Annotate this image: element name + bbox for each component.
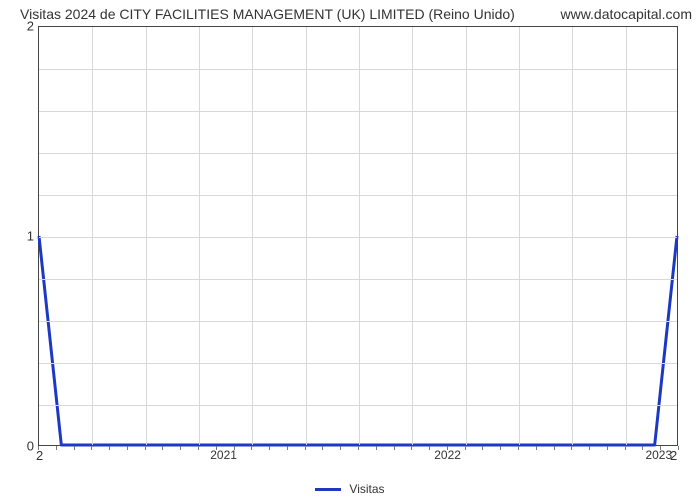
xtick-minor xyxy=(518,446,519,450)
xtick-label: 2021 xyxy=(210,448,237,462)
gridline-v xyxy=(626,27,627,445)
ytick-label: 0 xyxy=(4,439,34,454)
xtick-minor xyxy=(376,446,377,450)
xtick-minor xyxy=(322,446,323,450)
gridline-h xyxy=(39,321,677,322)
gridline-h xyxy=(39,237,677,238)
gridline-v xyxy=(252,27,253,445)
xtick-minor xyxy=(660,446,661,450)
gridline-h xyxy=(39,279,677,280)
legend: Visitas xyxy=(0,482,700,496)
xtick-minor xyxy=(429,446,430,450)
ytick-label: 1 xyxy=(4,229,34,244)
xtick-minor xyxy=(145,446,146,450)
plot-area xyxy=(38,26,678,446)
gridline-v xyxy=(146,27,147,445)
xtick-minor xyxy=(251,446,252,450)
gridline-v xyxy=(572,27,573,445)
xtick-minor xyxy=(482,446,483,450)
xtick-minor xyxy=(162,446,163,450)
xtick-minor xyxy=(536,446,537,450)
xtick-minor xyxy=(127,446,128,450)
watermark: www.datocapital.com xyxy=(560,6,692,22)
xtick-minor xyxy=(465,446,466,450)
xtick-minor xyxy=(571,446,572,450)
gridline-h xyxy=(39,405,677,406)
xtick-minor xyxy=(607,446,608,450)
xtick-minor xyxy=(74,446,75,450)
gridline-h xyxy=(39,153,677,154)
xtick-minor xyxy=(642,446,643,450)
gridline-v xyxy=(466,27,467,445)
gridline-v xyxy=(519,27,520,445)
x-edge-right: 2 xyxy=(670,448,677,463)
xtick-minor xyxy=(500,446,501,450)
xtick-label: 2023 xyxy=(645,448,672,462)
gridline-v xyxy=(199,27,200,445)
xtick-minor xyxy=(198,446,199,450)
xtick-minor xyxy=(269,446,270,450)
legend-swatch xyxy=(315,488,341,491)
series-line xyxy=(39,236,677,445)
xtick-minor xyxy=(180,446,181,450)
xtick-minor xyxy=(589,446,590,450)
xtick-minor xyxy=(678,446,679,450)
xtick-minor xyxy=(56,446,57,450)
x-edge-left: 2 xyxy=(36,448,43,463)
gridline-v xyxy=(92,27,93,445)
legend-label: Visitas xyxy=(349,482,384,496)
visitas-line xyxy=(39,27,677,445)
chart-title: Visitas 2024 de CITY FACILITIES MANAGEME… xyxy=(20,6,515,22)
xtick-minor xyxy=(91,446,92,450)
gridline-h xyxy=(39,111,677,112)
xtick-minor xyxy=(411,446,412,450)
xtick-label: 2022 xyxy=(434,448,461,462)
xtick-minor xyxy=(394,446,395,450)
xtick-minor xyxy=(305,446,306,450)
xtick-minor xyxy=(234,446,235,450)
gridline-h xyxy=(39,69,677,70)
gridline-h xyxy=(39,195,677,196)
xtick-minor xyxy=(216,446,217,450)
gridline-h xyxy=(39,363,677,364)
xtick-minor xyxy=(554,446,555,450)
xtick-minor xyxy=(447,446,448,450)
ytick-label: 2 xyxy=(4,19,34,34)
gridline-v xyxy=(359,27,360,445)
xtick-minor xyxy=(38,446,39,450)
xtick-minor xyxy=(340,446,341,450)
gridline-v xyxy=(412,27,413,445)
xtick-minor xyxy=(358,446,359,450)
xtick-minor xyxy=(625,446,626,450)
gridline-v xyxy=(306,27,307,445)
xtick-minor xyxy=(109,446,110,450)
xtick-minor xyxy=(287,446,288,450)
